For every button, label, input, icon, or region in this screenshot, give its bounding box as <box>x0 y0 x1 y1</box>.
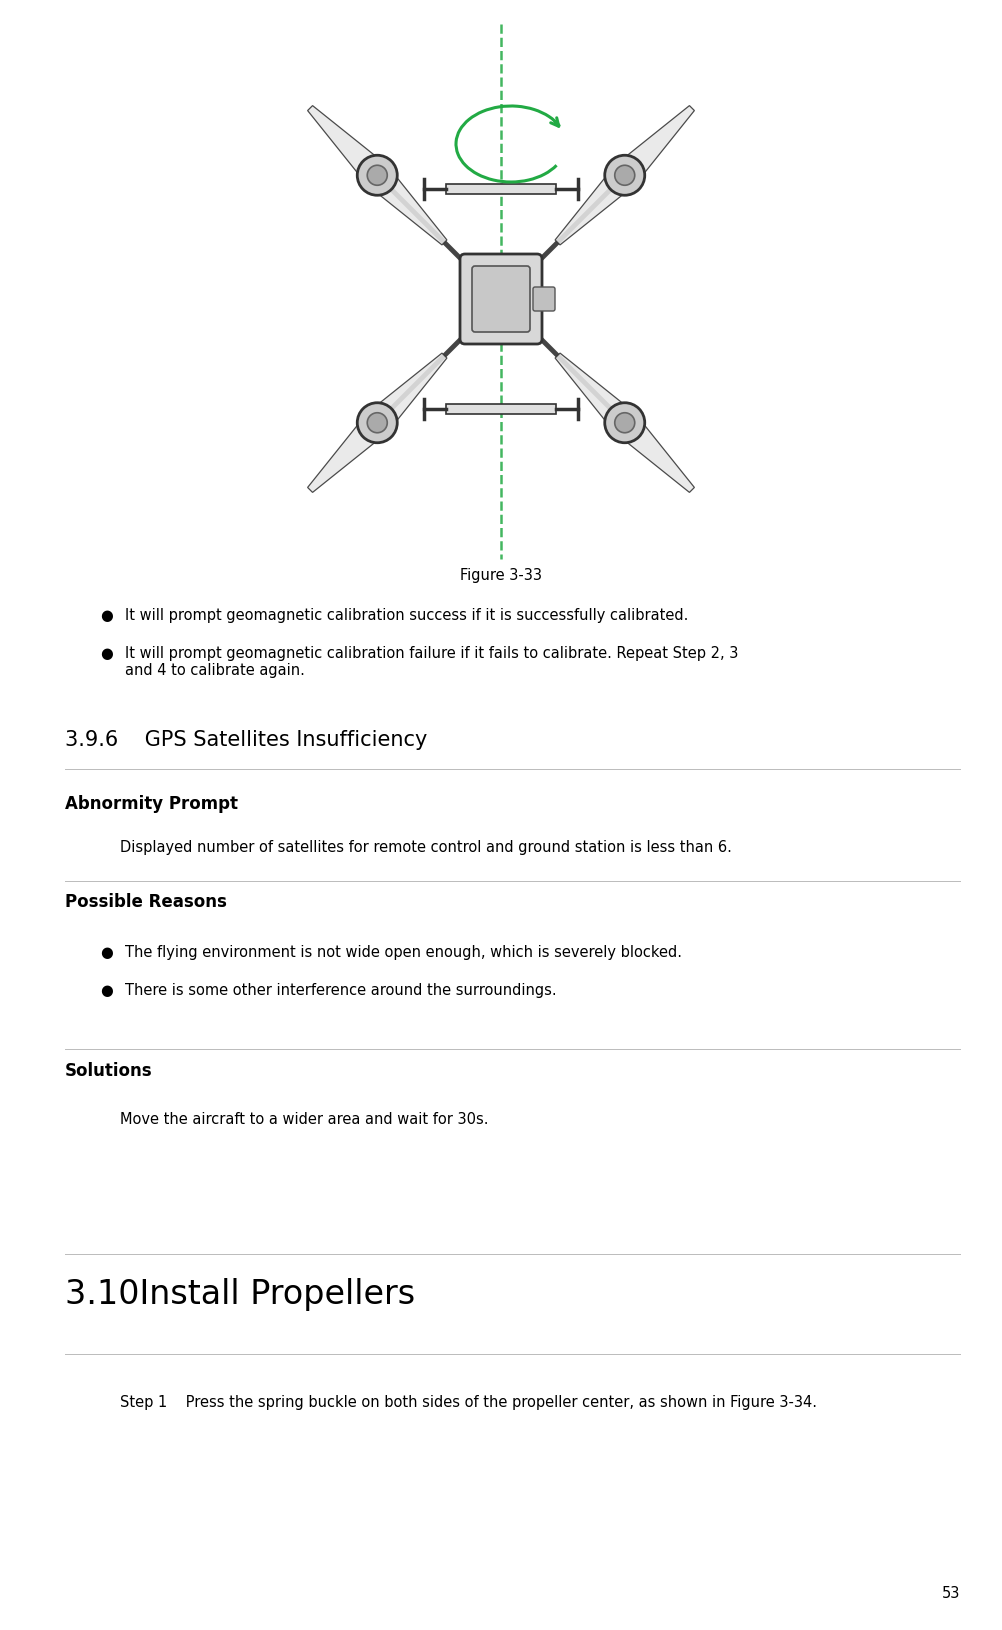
Polygon shape <box>308 414 387 494</box>
Text: Step 1    Press the spring buckle on both sides of the propeller center, as show: Step 1 Press the spring buckle on both s… <box>120 1394 817 1410</box>
Text: Figure 3-33: Figure 3-33 <box>460 567 542 582</box>
Text: Displayed number of satellites for remote control and ground station is less tha: Displayed number of satellites for remot… <box>120 839 731 854</box>
Text: Solutions: Solutions <box>65 1061 152 1079</box>
Polygon shape <box>308 106 387 186</box>
Circle shape <box>615 414 634 434</box>
Polygon shape <box>615 414 694 494</box>
Polygon shape <box>555 354 634 434</box>
Circle shape <box>615 166 634 186</box>
Circle shape <box>605 156 644 196</box>
FancyBboxPatch shape <box>533 289 555 311</box>
FancyBboxPatch shape <box>446 404 556 414</box>
Text: Move the aircraft to a wider area and wait for 30s.: Move the aircraft to a wider area and wa… <box>120 1112 489 1126</box>
FancyBboxPatch shape <box>472 267 530 333</box>
Circle shape <box>368 414 387 434</box>
Polygon shape <box>555 166 634 246</box>
Circle shape <box>358 156 397 196</box>
Text: Possible Reasons: Possible Reasons <box>65 893 226 911</box>
Text: ●: ● <box>100 608 113 623</box>
Text: It will prompt geomagnetic calibration failure if it fails to calibrate. Repeat : It will prompt geomagnetic calibration f… <box>125 645 738 678</box>
Text: The flying environment is not wide open enough, which is severely blocked.: The flying environment is not wide open … <box>125 944 682 960</box>
Circle shape <box>368 166 387 186</box>
Text: ●: ● <box>100 944 113 960</box>
Text: ●: ● <box>100 983 113 998</box>
Polygon shape <box>368 354 447 434</box>
Text: 3.9.6    GPS Satellites Insufficiency: 3.9.6 GPS Satellites Insufficiency <box>65 730 428 750</box>
Text: There is some other interference around the surroundings.: There is some other interference around … <box>125 983 557 998</box>
Circle shape <box>358 404 397 443</box>
Text: ●: ● <box>100 645 113 660</box>
Text: 53: 53 <box>942 1584 960 1601</box>
FancyBboxPatch shape <box>460 254 542 346</box>
Text: Abnormity Prompt: Abnormity Prompt <box>65 794 238 812</box>
Text: It will prompt geomagnetic calibration success if it is successfully calibrated.: It will prompt geomagnetic calibration s… <box>125 608 688 623</box>
Polygon shape <box>368 166 447 246</box>
Circle shape <box>605 404 644 443</box>
Text: 3.10Install Propellers: 3.10Install Propellers <box>65 1278 415 1311</box>
FancyBboxPatch shape <box>446 186 556 194</box>
Polygon shape <box>615 106 694 186</box>
